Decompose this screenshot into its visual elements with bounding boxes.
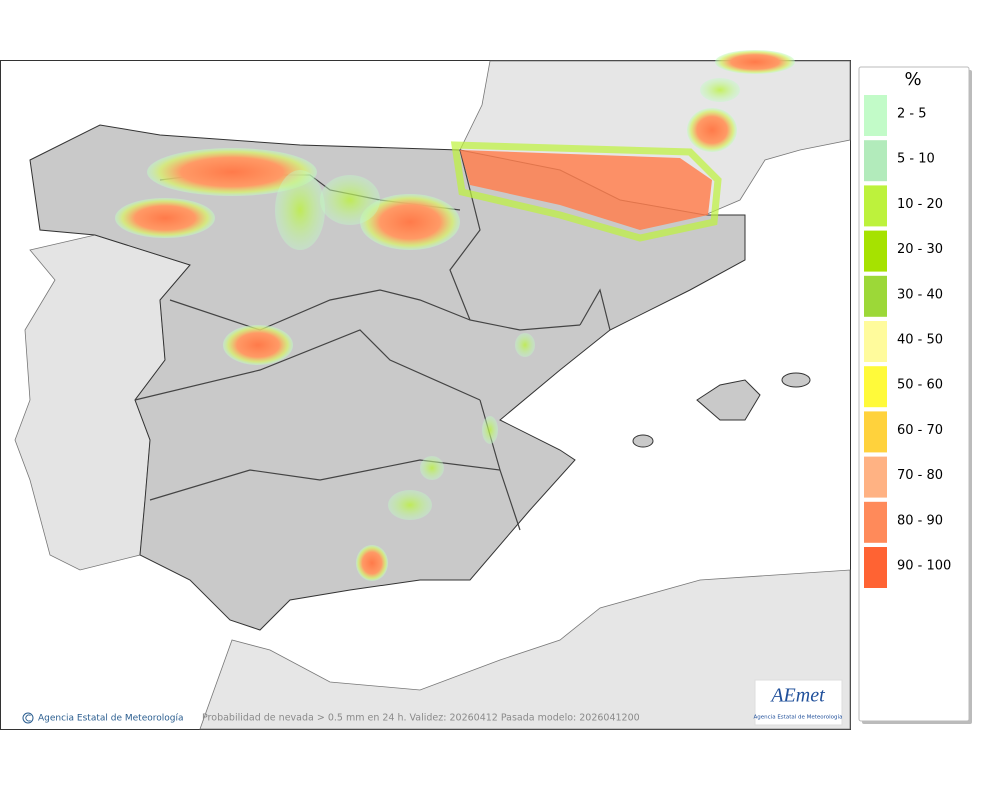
caption: Probabilidad de nevada > 0.5 mm en 24 h.… [202,713,640,724]
legend-swatch [864,95,887,136]
africa [199,569,851,730]
legend-swatch [864,185,887,227]
legend-label: 90 - 100 [897,559,951,574]
legend-swatch [864,411,887,453]
legend-label: 50 - 60 [897,378,943,393]
logo-subtitle: Agencia Estatal de Meteorología [754,714,843,721]
legend-label: 10 - 20 [897,197,943,212]
legend-swatch [864,547,887,588]
snow-areas [115,50,795,581]
logo: AEmet [769,685,825,707]
legend-swatch [864,321,887,362]
legend-label: 5 - 10 [897,152,935,167]
legend-label: 70 - 80 [897,468,943,483]
legend-title: % [904,69,921,90]
mallorca [696,379,761,421]
legend-swatch [864,501,887,543]
legend-label: 2 - 5 [897,107,927,122]
menorca [781,372,811,388]
ibiza [632,434,654,448]
legend-items: 2 - 5 5 - 10 10 - 20 20 - 30 30 - 40 40 - 50 5… [864,95,951,588]
logo-box [754,679,843,726]
copyright-icon [22,712,34,724]
copyright-icon-c [25,714,31,722]
legend-swatch [864,456,887,498]
legend-swatch [864,275,887,317]
legend-swatch [864,230,887,272]
legend-label: 40 - 50 [897,333,943,348]
legend-label: 60 - 70 [897,423,943,438]
credit: Agencia Estatal de Meteorología [38,714,184,724]
legend-swatch [864,140,887,182]
legend-swatch [864,366,887,408]
legend-label: 80 - 90 [897,513,943,528]
legend-label: 30 - 40 [897,287,943,302]
legend-label: 20 - 30 [897,242,943,257]
